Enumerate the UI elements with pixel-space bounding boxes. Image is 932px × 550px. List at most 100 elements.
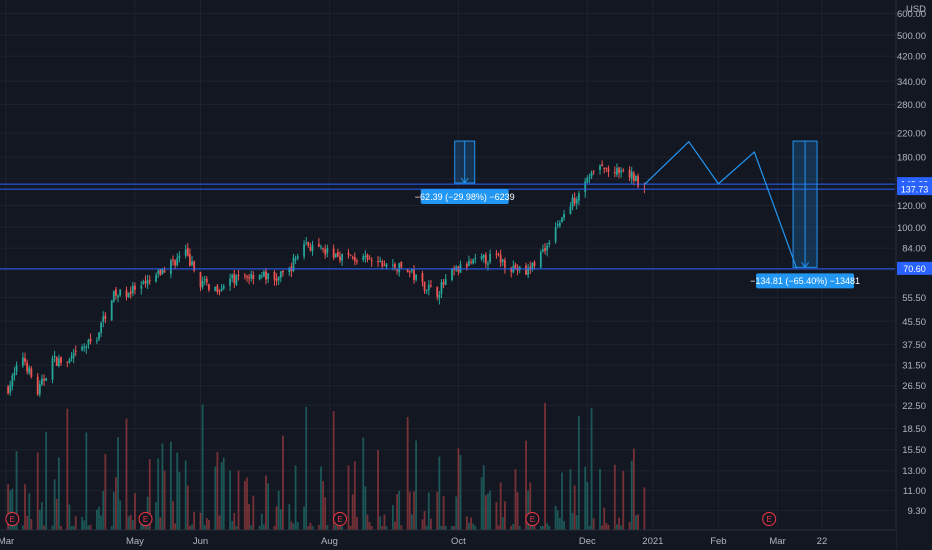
earnings-marker[interactable]: [5, 512, 20, 526]
y-tick-label: 26.50: [902, 381, 926, 392]
drawing-layer[interactable]: −62.39 (−29.98%) −6239 −134.81 (−65.40%) …: [415, 140, 860, 289]
candle-body: [394, 264, 396, 268]
candle-body: [531, 262, 534, 269]
volume-bar: [544, 402, 546, 530]
earnings-marker[interactable]: [333, 512, 347, 526]
candle-body: [30, 368, 33, 377]
candle-body: [110, 300, 113, 321]
volume-bar: [311, 525, 314, 530]
candle-body: [229, 278, 231, 286]
earnings-marker[interactable]: [762, 512, 777, 526]
volume-bar: [616, 524, 618, 530]
candle-body: [381, 261, 384, 267]
volume-bar: [322, 481, 324, 530]
x-tick-label: Dec: [579, 536, 596, 547]
volume-bar: [22, 525, 24, 530]
volume-bar: [590, 407, 593, 530]
volume-bar: [189, 525, 191, 530]
volume-bar: [290, 521, 293, 530]
candle-body: [262, 271, 265, 277]
candle-body: [607, 168, 610, 172]
y-tick-label: 420.00: [897, 52, 926, 63]
volume-bar: [444, 525, 447, 530]
y-tick-label: 84.00: [902, 244, 926, 255]
candle-body: [22, 357, 24, 366]
volume-bar: [630, 460, 633, 530]
candle-body: [516, 267, 519, 271]
x-tick-label: Aug: [321, 536, 338, 547]
candle-body: [332, 248, 335, 258]
price-tag-label: 70.60: [903, 264, 926, 274]
volume-bar: [425, 525, 428, 530]
earnings-marker-label: E: [337, 515, 342, 524]
candle-body: [480, 256, 483, 260]
volume-bar: [222, 457, 225, 530]
volume-bar: [364, 486, 367, 530]
volume-bar: [465, 516, 468, 530]
volume-bar: [233, 512, 236, 530]
earnings-marker[interactable]: [138, 512, 153, 526]
volume-bar: [186, 485, 189, 530]
candle-body: [501, 259, 504, 262]
volume-bar: [588, 525, 591, 530]
volume-bar: [163, 470, 166, 530]
candle-body: [28, 367, 31, 373]
price-axis[interactable]: USD 9.30 11.00 13.00 15.50 18.50 22.50 26.50 31.…: [895, 0, 932, 550]
candle-body: [146, 280, 149, 285]
volume-bar: [643, 487, 646, 530]
candle-body: [406, 268, 409, 272]
x-tick-label: Oct: [451, 536, 466, 547]
earnings-marker[interactable]: [525, 512, 540, 526]
candle-body: [351, 256, 354, 258]
volume-bar: [273, 525, 276, 530]
candle-body: [370, 260, 373, 262]
volume-layer: [7, 402, 646, 530]
candle-body: [539, 252, 542, 268]
volume-bar: [317, 524, 320, 530]
candle-body: [368, 258, 371, 260]
volume-bar: [279, 509, 282, 530]
y-tick-label: 18.50: [902, 424, 926, 435]
volume-bar: [292, 523, 295, 530]
candle-body: [542, 249, 544, 252]
candle-body: [161, 268, 164, 274]
earnings-marker-label: E: [530, 515, 535, 524]
volume-bar: [89, 524, 92, 530]
candle-body: [292, 257, 295, 271]
volume-bar: [277, 490, 280, 530]
candle-body: [590, 172, 593, 177]
candle-body: [415, 274, 418, 280]
volume-bar: [427, 492, 430, 530]
volume-bar: [391, 505, 394, 530]
candle-body: [398, 263, 401, 273]
volume-bar: [98, 506, 100, 530]
volume-bar: [632, 448, 635, 530]
candle-body: [9, 385, 12, 393]
candle-body: [366, 254, 369, 260]
volume-bar: [415, 440, 418, 530]
volume-bar: [60, 526, 62, 530]
candle-body: [548, 242, 551, 245]
volume-bar: [11, 488, 14, 530]
time-axis[interactable]: Mar May Jun Aug Oct Dec 2021 Feb Mar 22: [0, 529, 896, 550]
volume-bar: [362, 437, 365, 530]
candle-body: [425, 290, 428, 292]
candle-body: [60, 357, 62, 364]
candle-body: [275, 278, 278, 282]
candle-body: [400, 261, 403, 268]
y-tick-label: 340.00: [897, 77, 926, 88]
candle-body: [341, 254, 344, 261]
volume-bar: [349, 525, 352, 530]
candle-body: [214, 286, 217, 292]
volume-bar: [495, 501, 498, 530]
candle-body: [51, 358, 54, 380]
volume-bar: [571, 513, 574, 530]
volume-bar: [81, 516, 84, 530]
candle-body: [129, 291, 132, 295]
candle-body: [603, 167, 606, 169]
projection-path[interactable]: [643, 140, 798, 269]
candle-body: [87, 339, 90, 345]
